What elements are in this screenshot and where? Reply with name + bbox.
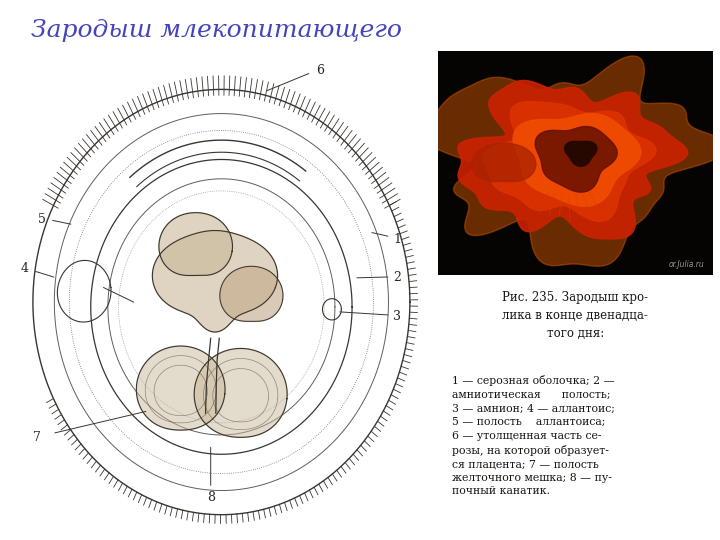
Polygon shape bbox=[153, 231, 278, 332]
Polygon shape bbox=[513, 114, 641, 206]
Polygon shape bbox=[513, 114, 641, 206]
Text: or.Julia.ru: or.Julia.ru bbox=[669, 260, 705, 269]
Polygon shape bbox=[472, 143, 536, 181]
Polygon shape bbox=[458, 80, 688, 239]
Text: 2: 2 bbox=[393, 272, 401, 285]
Polygon shape bbox=[159, 213, 233, 275]
Text: 1: 1 bbox=[393, 233, 401, 246]
Polygon shape bbox=[136, 346, 225, 430]
Polygon shape bbox=[535, 126, 617, 192]
Text: 7: 7 bbox=[33, 431, 41, 444]
Text: 6: 6 bbox=[316, 64, 324, 77]
Text: 3: 3 bbox=[393, 310, 401, 323]
Text: 8: 8 bbox=[207, 491, 215, 504]
Text: Рис. 235. Зародыш кро-
лика в конце двенадца-
того дня:: Рис. 235. Зародыш кро- лика в конце двен… bbox=[503, 291, 648, 340]
Polygon shape bbox=[194, 348, 287, 437]
Text: 4: 4 bbox=[20, 262, 28, 275]
Polygon shape bbox=[438, 51, 713, 275]
Polygon shape bbox=[420, 56, 720, 266]
Polygon shape bbox=[220, 266, 283, 321]
Text: 5: 5 bbox=[37, 213, 45, 226]
Polygon shape bbox=[564, 141, 597, 166]
Polygon shape bbox=[483, 102, 656, 221]
Text: 1 — серозная оболочка; 2 —
амниотическая      полость;
3 — амнион; 4 — аллантоис: 1 — серозная оболочка; 2 — амниотическая… bbox=[451, 375, 614, 496]
Text: Зародыш млекопитающего: Зародыш млекопитающего bbox=[30, 19, 402, 42]
